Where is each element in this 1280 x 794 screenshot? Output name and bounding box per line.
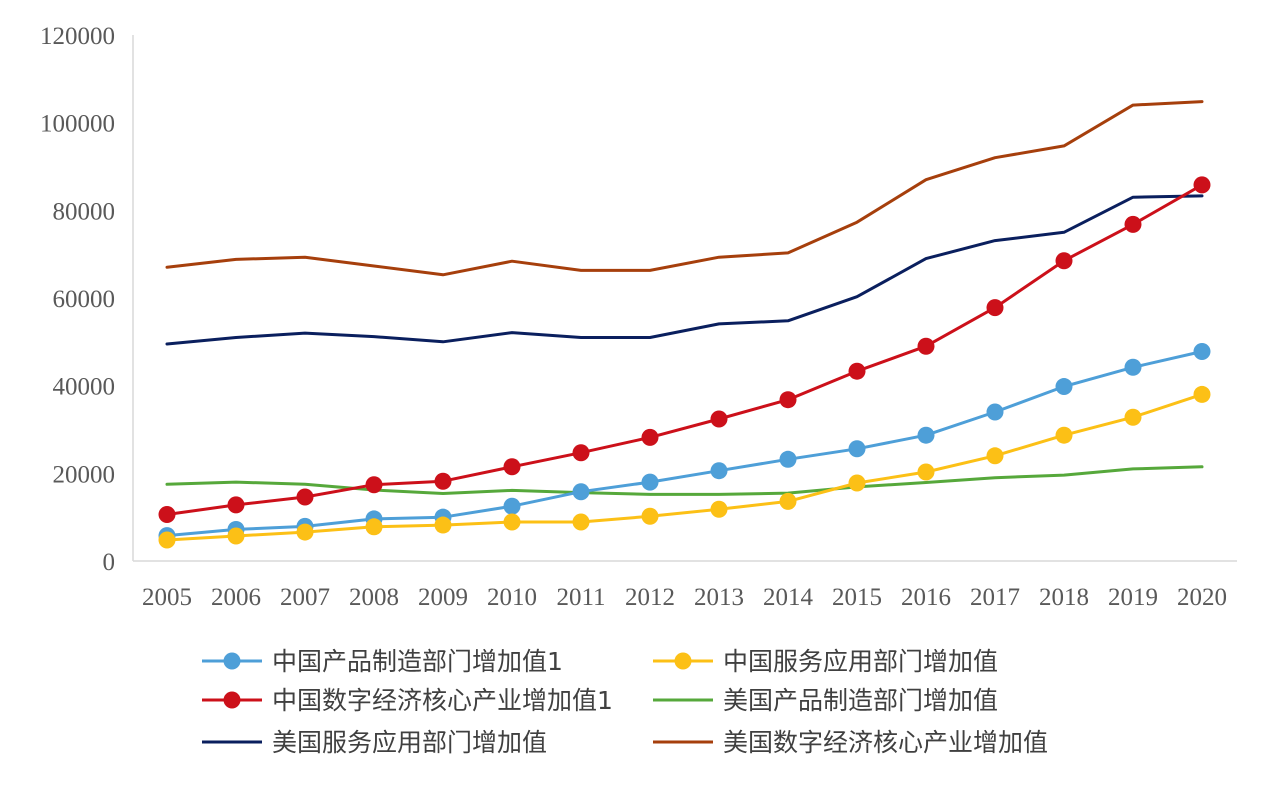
series-1 xyxy=(158,385,1211,549)
series-line xyxy=(165,100,1204,277)
series-5 xyxy=(165,100,1204,277)
data-point xyxy=(158,531,176,549)
y-tick-label: 40000 xyxy=(53,374,116,401)
series-line xyxy=(165,465,1204,496)
data-point xyxy=(917,463,935,481)
y-axis-tick-labels: 0 20000 40000 60000 80000 100000 120000 xyxy=(40,23,115,576)
data-point xyxy=(572,513,590,531)
series-4 xyxy=(165,194,1204,346)
series-line xyxy=(165,350,1204,538)
y-tick-label: 0 xyxy=(103,549,116,576)
data-point xyxy=(1124,215,1142,233)
x-tick-label: 2016 xyxy=(901,584,951,611)
x-tick-label: 2009 xyxy=(418,584,468,611)
data-point xyxy=(503,497,521,515)
x-tick-label: 2007 xyxy=(280,584,330,611)
legend-label: 美国服务应用部门增加值 xyxy=(272,728,547,757)
data-point xyxy=(365,476,383,494)
data-point xyxy=(710,462,728,480)
data-point xyxy=(365,518,383,536)
x-tick-label: 2005 xyxy=(142,584,192,611)
data-point xyxy=(1055,378,1073,396)
y-tick-label: 80000 xyxy=(53,198,116,225)
data-point xyxy=(848,474,866,492)
data-point xyxy=(296,488,314,506)
data-point xyxy=(641,507,659,525)
series-line xyxy=(165,194,1204,346)
data-point xyxy=(503,513,521,531)
legend-label: 美国产品制造部门增加值 xyxy=(723,686,998,715)
y-tick-label: 60000 xyxy=(53,286,116,313)
data-point xyxy=(917,426,935,444)
x-tick-label: 2011 xyxy=(556,584,605,611)
x-axis-tick-labels: 2005 2006 2007 2008 2009 2010 2011 2012 2013 2014… xyxy=(142,584,1227,611)
data-point xyxy=(434,516,452,534)
data-point xyxy=(296,523,314,541)
data-point xyxy=(710,500,728,518)
legend-marker xyxy=(674,652,692,670)
series-line xyxy=(165,183,1204,516)
data-point xyxy=(986,299,1004,317)
data-point xyxy=(641,473,659,491)
series-2 xyxy=(158,176,1211,524)
data-point xyxy=(917,337,935,355)
data-point xyxy=(503,458,521,476)
legend-item: 中国数字经济核心产业增加值1 xyxy=(202,686,613,715)
x-tick-label: 2017 xyxy=(970,584,1020,611)
x-tick-label: 2015 xyxy=(832,584,882,611)
data-point xyxy=(848,362,866,380)
y-tick-label: 120000 xyxy=(40,23,115,50)
legend-item: 美国数字经济核心产业增加值 xyxy=(653,728,1048,757)
data-point xyxy=(1055,252,1073,270)
legend-item: 中国产品制造部门增加值1 xyxy=(202,647,563,676)
legend-marker xyxy=(223,652,241,670)
x-tick-label: 2014 xyxy=(763,584,814,611)
data-point xyxy=(641,428,659,446)
data-point xyxy=(1193,342,1211,360)
legend-item: 中国服务应用部门增加值 xyxy=(653,647,998,676)
data-point xyxy=(779,492,797,510)
x-tick-label: 2008 xyxy=(349,584,399,611)
legend-label: 中国数字经济核心产业增加值1 xyxy=(272,686,613,715)
data-point xyxy=(572,444,590,462)
data-point xyxy=(779,391,797,409)
x-tick-label: 2010 xyxy=(487,584,537,611)
data-point xyxy=(572,483,590,501)
x-tick-label: 2018 xyxy=(1039,584,1089,611)
legend-label: 美国数字经济核心产业增加值 xyxy=(723,728,1048,757)
x-tick-label: 2020 xyxy=(1177,584,1227,611)
y-tick-label: 20000 xyxy=(53,461,116,488)
data-point xyxy=(848,440,866,458)
data-point xyxy=(986,447,1004,465)
data-point xyxy=(986,403,1004,421)
data-point xyxy=(434,472,452,490)
data-point xyxy=(1193,176,1211,194)
series-layer xyxy=(158,100,1211,549)
legend-label: 中国产品制造部门增加值1 xyxy=(272,647,563,676)
series-3 xyxy=(165,465,1204,496)
data-point xyxy=(710,410,728,428)
data-point xyxy=(1055,426,1073,444)
data-point xyxy=(227,527,245,545)
data-point xyxy=(158,506,176,524)
data-point xyxy=(1124,408,1142,426)
x-tick-label: 2013 xyxy=(694,584,744,611)
legend-item: 美国服务应用部门增加值 xyxy=(202,728,547,757)
x-tick-label: 2006 xyxy=(211,584,261,611)
x-tick-label: 2012 xyxy=(625,584,675,611)
x-tick-label: 2019 xyxy=(1108,584,1158,611)
data-point xyxy=(1193,385,1211,403)
series-line xyxy=(165,392,1204,542)
data-point xyxy=(227,496,245,514)
y-tick-label: 100000 xyxy=(40,111,115,138)
legend-item: 美国产品制造部门增加值 xyxy=(653,686,998,715)
legend-marker xyxy=(223,691,241,709)
data-point xyxy=(779,450,797,468)
data-point xyxy=(1124,358,1142,376)
legend-label: 中国服务应用部门增加值 xyxy=(723,647,998,676)
